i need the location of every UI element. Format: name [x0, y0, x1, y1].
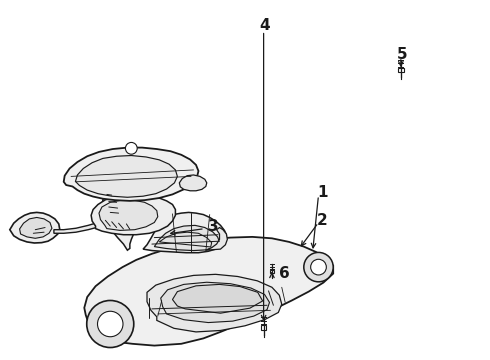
Polygon shape — [10, 212, 60, 243]
Polygon shape — [91, 195, 175, 235]
Polygon shape — [147, 274, 282, 332]
Polygon shape — [143, 212, 226, 253]
Ellipse shape — [125, 143, 137, 154]
Polygon shape — [179, 175, 207, 191]
Ellipse shape — [304, 252, 333, 282]
Bar — [261, 325, 267, 330]
Ellipse shape — [87, 301, 134, 347]
Polygon shape — [161, 282, 270, 323]
Text: 6: 6 — [279, 266, 290, 281]
Polygon shape — [75, 156, 177, 197]
Text: 5: 5 — [396, 46, 407, 62]
Polygon shape — [172, 284, 263, 313]
Ellipse shape — [98, 311, 123, 337]
Text: 4: 4 — [259, 18, 270, 33]
Polygon shape — [154, 225, 220, 251]
Polygon shape — [206, 228, 227, 250]
Text: 3: 3 — [208, 219, 219, 234]
Ellipse shape — [311, 259, 326, 275]
Bar — [270, 270, 274, 273]
Text: 1: 1 — [317, 185, 328, 200]
Polygon shape — [20, 217, 52, 238]
Polygon shape — [104, 154, 120, 181]
Polygon shape — [102, 174, 140, 250]
Bar — [398, 68, 404, 72]
Polygon shape — [54, 193, 151, 233]
Polygon shape — [92, 167, 110, 197]
Polygon shape — [99, 200, 158, 230]
Text: 2: 2 — [317, 213, 328, 228]
Polygon shape — [84, 237, 333, 346]
Polygon shape — [64, 148, 198, 201]
